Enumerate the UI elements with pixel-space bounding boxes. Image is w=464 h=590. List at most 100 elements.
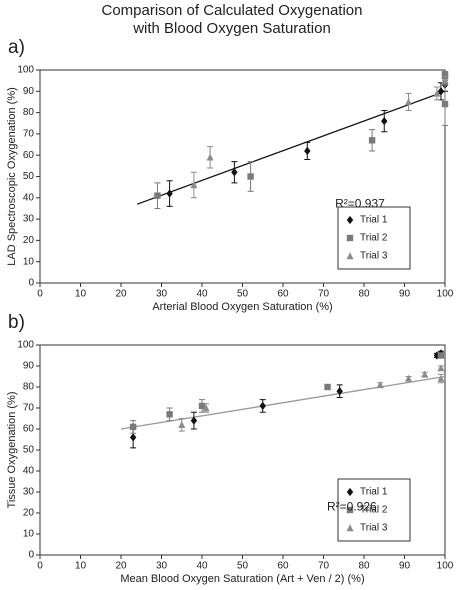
point — [437, 364, 445, 372]
legend-marker — [346, 524, 354, 532]
point — [381, 116, 388, 126]
point — [405, 98, 413, 106]
y-tick-label: 10 — [23, 529, 35, 540]
x-tick-label: 70 — [318, 561, 330, 572]
point — [441, 100, 449, 108]
x-tick-label: 90 — [399, 289, 411, 300]
point — [206, 153, 214, 161]
x-tick-label: 30 — [156, 289, 168, 300]
y-axis-label: Tissue Oxygenation (%) — [6, 392, 18, 509]
panel-label: b) — [8, 312, 25, 333]
point — [166, 411, 173, 418]
y-tick-label: 80 — [23, 107, 35, 118]
y-tick-label: 30 — [23, 214, 35, 225]
x-tick-label: 100 — [437, 289, 454, 300]
panel-label: a) — [8, 37, 25, 58]
y-tick-label: 80 — [23, 382, 35, 393]
point — [154, 192, 161, 199]
x-tick-label: 50 — [237, 561, 249, 572]
y-tick-label: 30 — [23, 487, 35, 498]
y-tick-label: 60 — [23, 150, 35, 161]
x-tick-label: 30 — [156, 561, 168, 572]
y-tick-label: 20 — [23, 235, 35, 246]
point — [198, 402, 206, 410]
x-axis-label: Mean Blood Oxygen Saturation (Art + Ven … — [120, 573, 364, 585]
x-tick-label: 80 — [358, 289, 370, 300]
legend-label: Trial 2 — [360, 505, 388, 516]
x-tick-label: 60 — [277, 289, 289, 300]
y-tick-label: 0 — [28, 550, 34, 561]
y-tick-label: 90 — [23, 86, 35, 97]
y-axis-label: LAD Spectroscopic Oxygenation (%) — [6, 87, 18, 266]
annotation: R²=0.937 — [335, 197, 385, 211]
point — [129, 433, 137, 442]
y-tick-label: 60 — [23, 424, 35, 435]
chart-title: Comparison of Calculated Oxygenation wit… — [101, 2, 363, 37]
legend-label: Trial 3 — [360, 251, 388, 262]
y-tick-label: 10 — [23, 256, 35, 267]
x-tick-label: 80 — [358, 561, 370, 572]
point — [231, 168, 238, 177]
y-tick-label: 40 — [23, 466, 35, 477]
legend-marker — [346, 487, 354, 497]
point — [433, 89, 441, 97]
x-tick-label: 70 — [318, 289, 330, 300]
x-tick-label: 10 — [75, 561, 87, 572]
point — [376, 381, 384, 389]
point — [441, 71, 449, 78]
y-tick-label: 90 — [23, 361, 35, 372]
point — [259, 401, 266, 411]
point — [190, 181, 198, 189]
y-tick-label: 100 — [17, 65, 34, 76]
x-tick-label: 90 — [399, 561, 411, 572]
y-tick-label: 40 — [23, 192, 35, 203]
point — [405, 374, 413, 382]
x-tick-label: 60 — [277, 561, 289, 572]
legend-marker — [346, 506, 354, 514]
point — [129, 423, 137, 431]
point — [202, 404, 210, 412]
x-tick-label: 40 — [196, 289, 208, 300]
legend-marker — [346, 215, 354, 225]
y-tick-label: 70 — [23, 129, 35, 140]
legend-marker — [346, 252, 354, 260]
y-tick-label: 50 — [23, 445, 35, 456]
legend-label: Trial 3 — [360, 523, 388, 534]
point — [336, 387, 343, 396]
point — [247, 173, 254, 180]
point — [437, 87, 445, 96]
x-tick-label: 0 — [37, 289, 43, 300]
legend-label: Trial 2 — [360, 233, 388, 244]
point — [433, 351, 441, 360]
x-tick-label: 20 — [115, 289, 127, 300]
legend-label: Trial 1 — [360, 487, 388, 498]
x-axis-label: Arterial Blood Oxygen Saturation (%) — [152, 301, 332, 313]
point — [166, 189, 173, 198]
y-tick-label: 0 — [28, 278, 34, 289]
trendline — [120, 375, 446, 430]
x-tick-label: 40 — [196, 561, 208, 572]
annotation: R²=0.926 — [327, 499, 377, 513]
point — [421, 370, 429, 378]
legend-label: Trial 1 — [360, 215, 388, 226]
y-tick-label: 20 — [23, 508, 35, 519]
point — [437, 374, 445, 382]
y-tick-label: 100 — [17, 340, 34, 351]
x-tick-label: 10 — [75, 289, 87, 300]
point — [190, 416, 198, 425]
x-tick-label: 20 — [115, 561, 127, 572]
trendline — [136, 90, 446, 205]
x-tick-label: 0 — [37, 561, 43, 572]
point — [304, 146, 311, 156]
y-tick-label: 70 — [23, 403, 35, 414]
point — [437, 352, 445, 359]
point — [441, 76, 449, 84]
point — [368, 137, 376, 144]
x-tick-label: 50 — [237, 289, 249, 300]
point — [324, 383, 331, 391]
point — [178, 420, 186, 428]
legend-marker — [346, 234, 354, 242]
x-tick-label: 100 — [437, 561, 454, 572]
